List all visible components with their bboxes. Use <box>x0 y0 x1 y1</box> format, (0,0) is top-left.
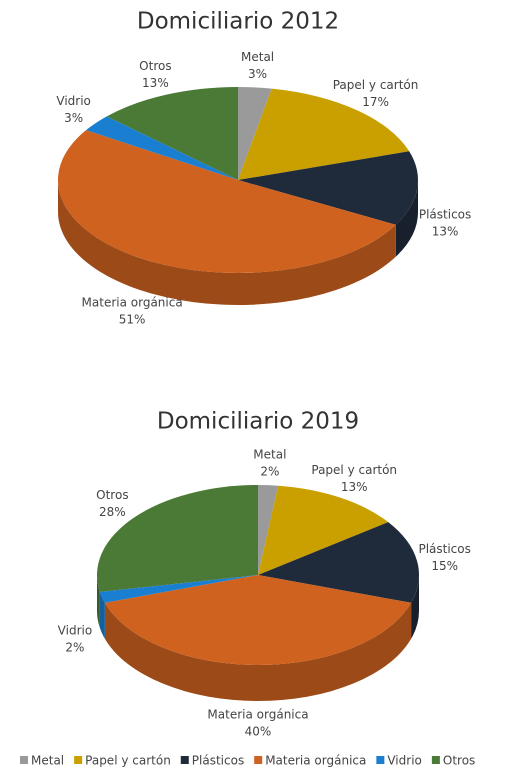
slice-value: 17% <box>362 95 389 109</box>
legend-swatch <box>254 756 263 764</box>
slice <box>258 522 419 603</box>
slice-label: Plásticos <box>418 542 470 556</box>
legend-swatch <box>74 756 83 764</box>
legend-swatch <box>431 756 440 764</box>
legend-swatch <box>20 756 28 764</box>
legend-label: Otros <box>443 754 475 768</box>
slice-label: Papel y cartón <box>333 78 419 92</box>
slice-side <box>58 180 396 306</box>
slice-value: 2% <box>65 640 84 654</box>
slice-label: Otros <box>96 488 128 502</box>
slice-value: 2% <box>260 465 279 479</box>
slice <box>86 116 239 180</box>
slice <box>238 87 272 180</box>
slice-label: Otros <box>139 59 171 73</box>
chart-title: Domiciliario 2012 <box>137 9 339 35</box>
slice-label: Metal <box>241 50 274 64</box>
slice-value: 15% <box>431 559 458 573</box>
slice-value: 28% <box>99 505 126 519</box>
slice-label: Metal <box>253 448 286 462</box>
slice <box>99 575 259 603</box>
slice-side <box>104 602 412 701</box>
slice-side <box>99 591 105 639</box>
legend-swatch <box>376 756 385 764</box>
slice-side <box>395 180 418 257</box>
slice-side <box>97 575 100 628</box>
slice-value: 3% <box>64 111 83 125</box>
slice-label: Materia orgánica <box>82 295 183 309</box>
legend-label: Metal <box>31 754 64 768</box>
slice-value: 13% <box>142 76 169 90</box>
slice <box>104 575 412 665</box>
legend-swatch <box>180 756 189 764</box>
legend-label: Materia orgánica <box>265 754 366 768</box>
slice <box>58 130 396 273</box>
slice-value: 13% <box>432 224 459 238</box>
slice-label: Vidrio <box>58 623 93 637</box>
slice-value: 40% <box>245 725 272 739</box>
slice-label: Vidrio <box>56 94 91 108</box>
slice <box>258 485 279 575</box>
slice <box>106 87 238 180</box>
slice <box>96 485 259 592</box>
slice-label: Materia orgánica <box>207 708 308 722</box>
slice-value: 51% <box>119 312 146 326</box>
legend-label: Vidrio <box>387 754 422 768</box>
slice-value: 3% <box>248 67 267 81</box>
slice-label: Papel y cartón <box>311 463 397 477</box>
slice <box>238 88 410 180</box>
slice <box>258 485 389 575</box>
legend-label: Papel y cartón <box>85 754 171 768</box>
slice-value: 13% <box>341 480 368 494</box>
chart-title: Domiciliario 2019 <box>157 409 359 435</box>
legend-label: Plásticos <box>192 754 244 768</box>
slice <box>238 151 419 225</box>
slice-label: Plásticos <box>419 207 471 221</box>
slice-side <box>411 575 419 639</box>
